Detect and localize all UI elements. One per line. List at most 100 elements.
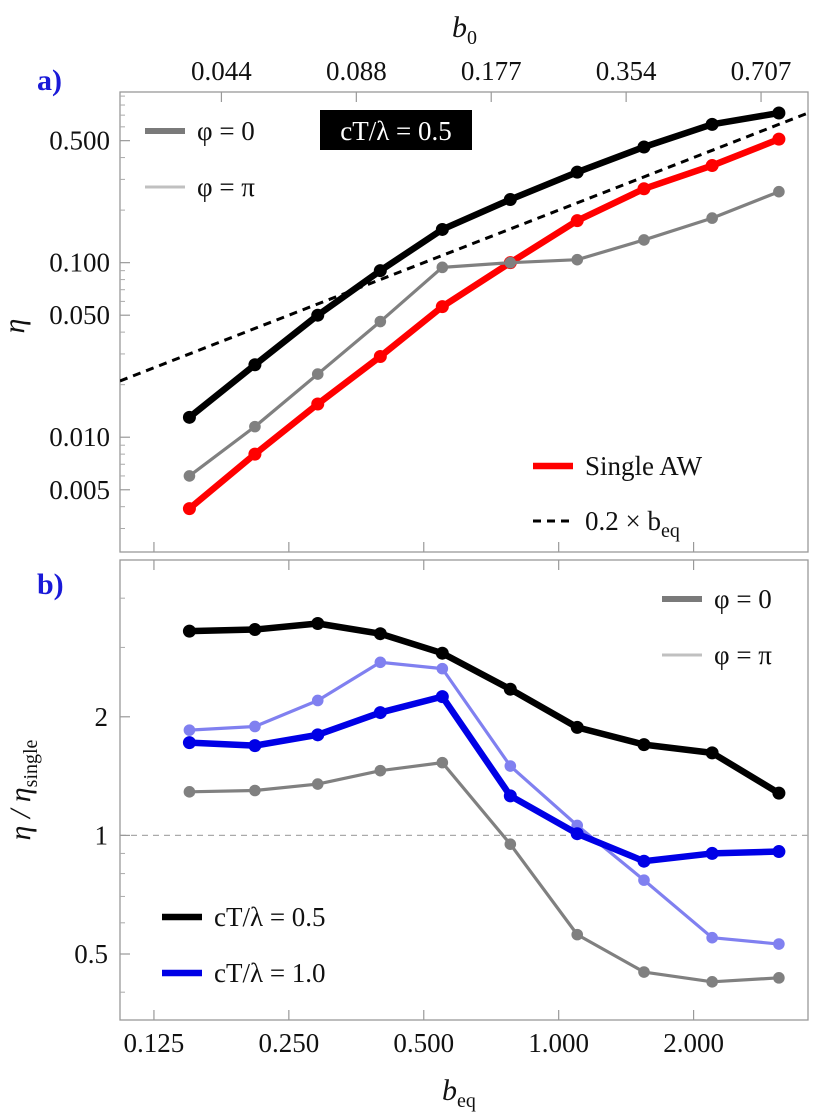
- data-point: [773, 972, 785, 984]
- top-axis-label: b0: [452, 11, 477, 49]
- x-tick-label: 1.000: [528, 1028, 589, 1058]
- panel-b-frame: [119, 559, 809, 1021]
- data-point: [249, 420, 261, 433]
- top-xtick-label: 0.354: [596, 56, 657, 86]
- panel-b-label: b): [37, 568, 64, 601]
- data-point: [706, 976, 718, 988]
- data-point: [374, 315, 387, 328]
- data-point: [373, 706, 387, 720]
- legend-single-label: Single AW: [585, 451, 703, 481]
- data-point: [182, 736, 196, 750]
- data-point: [311, 308, 325, 322]
- panel-a-ytick-label: 0.010: [49, 422, 110, 452]
- series-line: [189, 660, 780, 946]
- data-point: [637, 738, 651, 752]
- data-point: [435, 222, 449, 236]
- data-point: [182, 624, 196, 638]
- top-xtick-label: 0.177: [461, 56, 522, 86]
- data-point: [772, 845, 786, 859]
- data-point: [638, 874, 650, 886]
- badge-text: cT/λ = 0.5: [340, 116, 452, 146]
- panel-b-series: [182, 616, 786, 988]
- legend-b-ct10-label: cT/λ = 1.0: [214, 958, 326, 988]
- legend-b-phipi-label: φ = π: [714, 640, 772, 670]
- data-point: [705, 746, 719, 760]
- data-point: [772, 132, 786, 146]
- panel-a-ticks: 0.005 0.010 0.050 0.100 0.500: [49, 95, 695, 552]
- data-point: [705, 846, 719, 860]
- data-point: [182, 410, 196, 424]
- data-point: [773, 938, 785, 950]
- data-point: [311, 368, 324, 380]
- data-point: [637, 140, 651, 154]
- panel-a-ylabel: η: [0, 319, 31, 334]
- data-point: [183, 786, 196, 798]
- data-point: [570, 720, 584, 734]
- data-point: [311, 397, 325, 411]
- panel-a-ytick-label: 0.005: [49, 475, 110, 505]
- series-line: [189, 620, 781, 796]
- series-line: [187, 136, 781, 512]
- data-point: [248, 739, 262, 753]
- data-point: [182, 502, 196, 516]
- panel-b-ylabel: η / ηsingle: [4, 739, 42, 840]
- x-tick-label: 2.000: [663, 1028, 724, 1058]
- data-point: [706, 212, 718, 224]
- legend-b-ct05-label: cT/λ = 0.5: [214, 902, 326, 932]
- data-point: [435, 690, 449, 704]
- series-line: [189, 693, 779, 865]
- data-point: [374, 656, 387, 669]
- panel-b-ytick-label: 0.5: [74, 939, 108, 969]
- x-tick-label: 0.500: [393, 1028, 454, 1058]
- data-point: [248, 623, 262, 637]
- data-point: [570, 214, 584, 228]
- data-point: [373, 350, 387, 364]
- legend-phi0-label: φ = 0: [197, 116, 255, 146]
- data-point: [183, 470, 196, 482]
- legend-phipi-label: φ = π: [197, 172, 255, 202]
- data-point: [435, 646, 449, 660]
- top-xtick-label: 0.707: [731, 56, 792, 86]
- panel-a-label: a): [37, 64, 62, 97]
- legends: φ = 0 φ = π cT/λ = 0.5 Single AW 0.2 × beq φ …: [145, 110, 772, 988]
- data-point: [248, 358, 262, 372]
- data-point: [311, 728, 325, 742]
- top-xtick-label: 0.088: [326, 56, 387, 86]
- data-point: [436, 662, 449, 675]
- panel-a-frame: [119, 91, 809, 553]
- data-point: [705, 117, 719, 131]
- data-point: [503, 193, 517, 207]
- data-point: [373, 264, 387, 278]
- series-line: [187, 109, 780, 420]
- data-point: [504, 838, 517, 850]
- panel-a-ytick-label: 0.100: [49, 248, 110, 278]
- data-point: [773, 185, 785, 198]
- data-point: [570, 827, 584, 841]
- top-xtick-label: 0.044: [191, 56, 252, 86]
- x-tick-label: 0.250: [258, 1028, 319, 1058]
- data-point: [311, 778, 324, 790]
- legend-ref-label: 0.2 × beq: [585, 506, 680, 542]
- panel-b-ytick-label: 2: [95, 702, 109, 732]
- data-point: [571, 928, 584, 941]
- x-tick-label: 0.125: [124, 1028, 185, 1058]
- panel-a-series: [120, 106, 808, 516]
- data-point: [570, 165, 584, 179]
- data-point: [248, 447, 262, 461]
- legend-b-phi0-label: φ = 0: [714, 584, 772, 614]
- data-point: [374, 764, 387, 777]
- data-point: [637, 854, 651, 868]
- data-point: [311, 694, 324, 707]
- data-point: [705, 159, 719, 173]
- data-point: [373, 627, 387, 641]
- top-axis-ticks: 0.044 0.088 0.177 0.354 0.707: [191, 56, 791, 102]
- panel-b-ticks: 0.5 1 2 0.125 0.250 0.500 1.000 2.000: [74, 560, 724, 1058]
- panel-a-ytick-label: 0.050: [49, 300, 110, 330]
- data-point: [638, 234, 650, 246]
- data-point: [504, 256, 517, 269]
- series-line: [188, 190, 780, 478]
- data-point: [503, 789, 517, 803]
- data-point: [249, 720, 261, 733]
- data-point: [249, 784, 261, 797]
